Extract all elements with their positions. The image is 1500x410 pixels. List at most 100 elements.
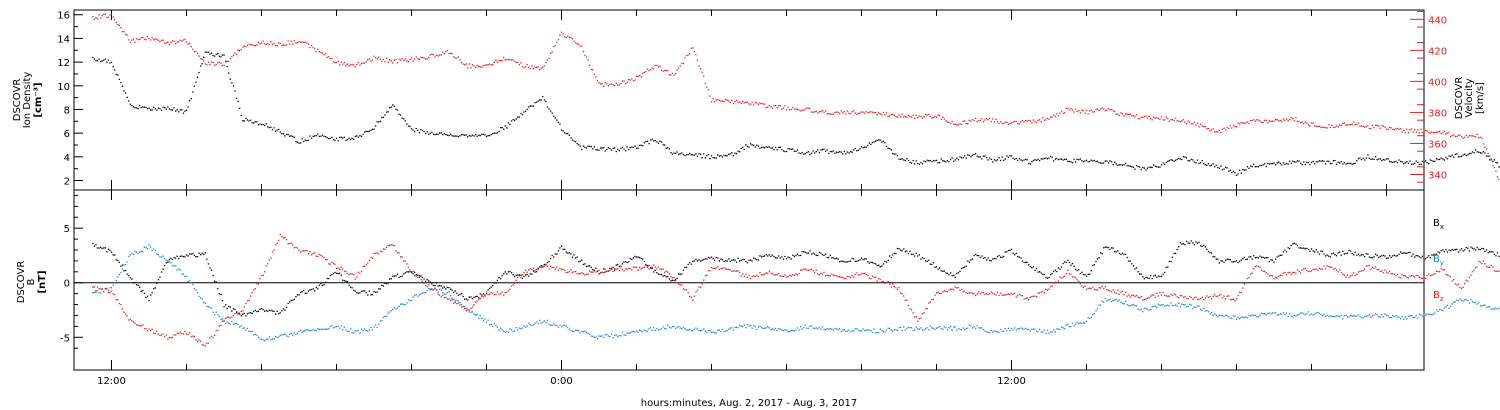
bz-point [215, 330, 217, 332]
bz-point [1481, 263, 1483, 265]
by-point [473, 313, 475, 315]
density-point [667, 147, 669, 149]
bx-point [956, 272, 958, 275]
bz-point [331, 261, 333, 263]
bz-point [753, 275, 755, 277]
bx-point [1265, 257, 1267, 259]
by-point [406, 302, 408, 304]
density-point [1101, 162, 1103, 164]
velocity-point [175, 43, 177, 45]
velocity-point [551, 51, 553, 53]
density-point [1210, 164, 1213, 166]
velocity-point [1157, 117, 1160, 119]
velocity-point [1425, 129, 1427, 132]
by-point [125, 264, 127, 266]
b-tick-label: 5 [64, 224, 70, 235]
density-point [512, 119, 514, 121]
density-point [1317, 161, 1319, 163]
by-point [1125, 300, 1127, 302]
bz-point [548, 268, 550, 270]
bz-point [218, 325, 220, 327]
velocity-point [282, 44, 285, 46]
density-point [1075, 161, 1077, 163]
velocity-point [756, 102, 758, 104]
bz-point [129, 318, 131, 320]
density-point [1098, 161, 1100, 164]
velocity-point [226, 60, 228, 63]
bz-point [550, 265, 552, 267]
density-point [184, 110, 186, 112]
bx-point [156, 282, 158, 284]
by-point [146, 248, 149, 250]
bx-point [973, 254, 975, 257]
velocity-point [581, 45, 583, 47]
bx-point [784, 255, 786, 258]
density-point [632, 146, 635, 148]
bz-point [654, 266, 656, 268]
velocity-point [1459, 134, 1461, 136]
bx-point [807, 252, 810, 254]
by-point [1132, 304, 1135, 306]
density-point [803, 153, 805, 155]
velocity-point [739, 101, 741, 103]
density-point [1335, 163, 1338, 165]
density-point [160, 109, 163, 111]
bz-point [1117, 289, 1119, 291]
velocity-point [689, 53, 691, 55]
density-point [625, 150, 627, 152]
velocity-point [571, 38, 574, 40]
velocity-point [965, 122, 967, 125]
bx-point [431, 283, 433, 285]
bz-point [467, 308, 469, 310]
density-point [800, 152, 802, 155]
density-point [881, 141, 883, 143]
density-point [935, 159, 938, 161]
density-point [118, 78, 120, 80]
bz-point [818, 274, 820, 276]
density-tick-label: 8 [64, 105, 70, 116]
density-point [359, 135, 361, 137]
by-point [357, 329, 360, 332]
density-point [279, 131, 281, 133]
bx-point [314, 290, 316, 292]
density-point [1343, 162, 1345, 164]
velocity-point [939, 114, 941, 116]
by-point [395, 308, 397, 310]
velocity-point [637, 75, 639, 77]
velocity-point [848, 112, 850, 114]
velocity-point [256, 44, 258, 46]
bx-point [159, 276, 161, 278]
bz-point [1429, 275, 1431, 277]
density-point [1464, 153, 1466, 155]
density-point [960, 157, 963, 159]
bx-point [1285, 251, 1288, 253]
bz-point [882, 280, 885, 283]
bx-point [1406, 252, 1408, 254]
bx-point [220, 293, 222, 296]
velocity-point [454, 57, 456, 59]
bx-point [187, 255, 189, 257]
by-point [689, 328, 691, 331]
density-point [1000, 159, 1002, 162]
bz-point [354, 278, 356, 280]
bx-point [903, 248, 905, 250]
by-point [1401, 316, 1403, 318]
velocity-point [487, 64, 489, 66]
by-point [1051, 331, 1053, 333]
density-point [465, 134, 467, 136]
bz-point [1176, 295, 1178, 298]
by-point [332, 327, 335, 329]
bz-point [1465, 279, 1467, 281]
velocity-point [1281, 120, 1283, 122]
velocity-point [873, 112, 875, 114]
bx-point [612, 266, 614, 268]
bx-point [757, 259, 760, 261]
by-point [410, 299, 413, 302]
by-point [1378, 316, 1380, 318]
velocity-point [1460, 136, 1463, 138]
density-point [1251, 166, 1253, 168]
by-point [443, 293, 445, 295]
density-point [289, 135, 291, 137]
velocity-point [1048, 118, 1050, 120]
density-point [1318, 160, 1320, 162]
